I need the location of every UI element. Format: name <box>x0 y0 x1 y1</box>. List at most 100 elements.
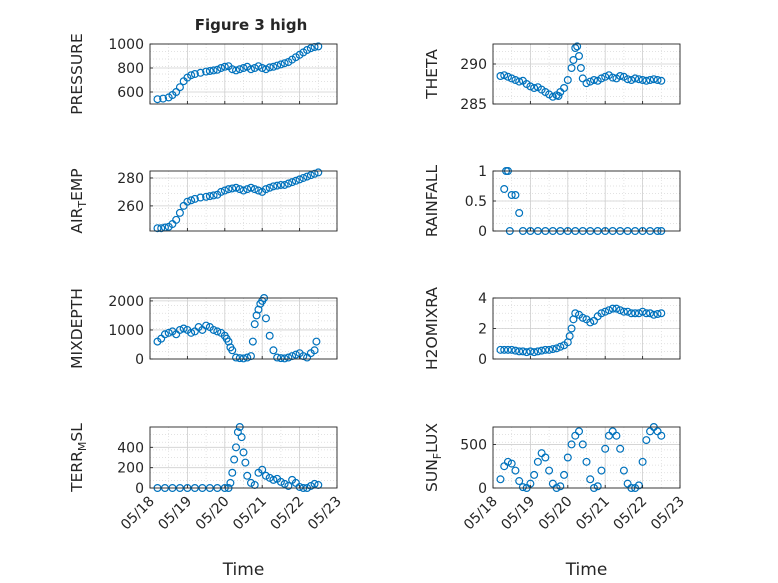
data-point <box>496 71 505 80</box>
data-point <box>213 65 222 74</box>
data-point <box>209 325 218 334</box>
data-point <box>213 327 222 336</box>
data-point <box>530 83 539 92</box>
data-point <box>619 307 628 316</box>
data-point <box>571 43 580 52</box>
data-point <box>616 306 625 315</box>
axes-box <box>149 297 338 360</box>
x-tick-label: 05/20 <box>536 494 576 534</box>
data-point <box>248 337 257 346</box>
data-point <box>246 65 255 74</box>
data-point <box>548 92 557 101</box>
data-point <box>187 71 196 80</box>
y-tick-label: 2 <box>478 322 487 338</box>
data-point <box>235 354 244 363</box>
data-point <box>507 345 516 354</box>
data-point <box>627 309 636 318</box>
data-point <box>515 477 524 486</box>
data-point <box>273 61 282 70</box>
data-point <box>649 75 658 84</box>
data-point <box>582 79 591 88</box>
y-tick-label: 1 <box>478 164 487 180</box>
data-point <box>548 345 557 354</box>
data-point <box>254 186 263 195</box>
axes-box <box>149 43 338 105</box>
data-point <box>232 66 241 75</box>
data-point <box>545 466 554 475</box>
x-tick-label: 05/19 <box>498 494 538 534</box>
data-point <box>239 354 248 363</box>
x-axis-label: Time <box>222 560 265 580</box>
data-point <box>217 63 226 72</box>
y-tick-label: 290 <box>460 57 487 73</box>
x-tick-label: 05/22 <box>611 494 651 534</box>
data-point <box>217 187 226 196</box>
data-point <box>246 183 255 192</box>
data-point <box>190 69 199 78</box>
data-point <box>235 185 244 194</box>
data-point <box>306 44 315 53</box>
y-tick-label: 0 <box>478 352 487 368</box>
data-point <box>604 306 613 315</box>
data-point <box>299 173 308 182</box>
data-point <box>515 77 524 86</box>
y-axis-label: RAINFALL <box>423 164 441 237</box>
data-point <box>571 309 580 318</box>
data-point <box>597 309 606 318</box>
data-point <box>273 181 282 190</box>
data-point <box>522 348 531 357</box>
axes-box <box>492 426 681 489</box>
data-point <box>537 346 546 355</box>
data-point <box>310 479 319 488</box>
data-point <box>541 453 550 462</box>
data-point <box>507 74 516 83</box>
data-point <box>642 436 651 445</box>
data-point <box>258 63 267 72</box>
data-point <box>573 42 582 51</box>
data-point <box>565 332 574 341</box>
data-point <box>172 215 181 224</box>
data-point <box>496 345 505 354</box>
x-tick-label: 05/18 <box>461 494 501 534</box>
data-point <box>269 182 278 191</box>
data-point <box>280 180 289 189</box>
y-tick-label: 280 <box>117 171 144 187</box>
data-point <box>239 63 248 72</box>
data-point <box>616 444 625 453</box>
subplot-terr-msl: 0 200 400 TERRMSL 05/1805/1905/2005/2105/220… <box>68 423 345 580</box>
data-point <box>563 75 572 84</box>
data-point <box>507 459 516 468</box>
data-point <box>608 304 617 313</box>
y-tick-label: 0 <box>478 224 487 240</box>
data-point <box>269 475 278 484</box>
data-point <box>153 224 162 233</box>
data-point <box>567 63 576 72</box>
y-axis-label: AIRTEMP <box>68 168 89 233</box>
data-point <box>209 66 218 75</box>
x-tick-label: 05/22 <box>268 494 308 534</box>
data-point <box>608 73 617 82</box>
data-point <box>646 75 655 84</box>
data-point <box>612 304 621 313</box>
subplot-theta: 285 290 THETA <box>423 42 681 113</box>
data-point <box>233 428 242 437</box>
data-point <box>601 444 610 453</box>
data-point <box>511 466 520 475</box>
data-point <box>196 68 205 77</box>
data-point <box>507 191 516 200</box>
data-point <box>261 314 270 323</box>
x-tick-label: 05/20 <box>193 494 233 534</box>
data-point <box>541 345 550 354</box>
data-point <box>560 470 569 479</box>
subplot-rainfall: 0 0.5 1 RAINFALL <box>423 164 681 240</box>
data-point <box>623 307 632 316</box>
data-point <box>261 185 270 194</box>
data-point <box>314 168 323 177</box>
data-point <box>554 91 563 100</box>
data-point <box>276 60 285 69</box>
data-point <box>250 185 259 194</box>
data-point <box>303 172 312 181</box>
data-point <box>518 347 527 356</box>
data-point <box>295 175 304 184</box>
data-point <box>511 191 520 200</box>
